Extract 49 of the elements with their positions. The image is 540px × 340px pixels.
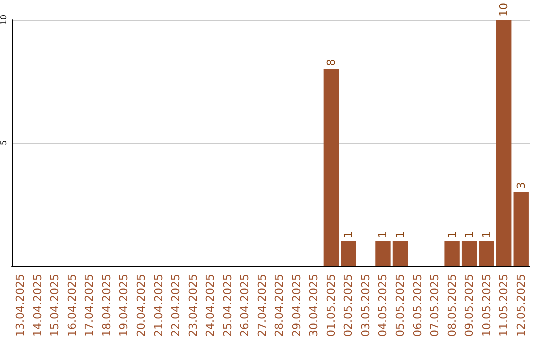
x-tick-label: 26.04.2025	[238, 274, 252, 338]
x-tick-label: 13.04.2025	[14, 274, 28, 338]
bar	[514, 192, 529, 266]
x-tick-label: 20.04.2025	[135, 274, 148, 338]
bar	[496, 20, 512, 266]
data-label: 1	[376, 231, 390, 238]
data-label: 1	[342, 231, 356, 238]
x-tick-label: 16.04.2025	[66, 274, 79, 338]
bar	[462, 241, 478, 266]
x-tick-label: 11.05.2025	[498, 274, 511, 338]
x-tick-label: 21.04.2025	[152, 274, 166, 338]
data-label: 10	[498, 3, 511, 17]
data-label: 1	[446, 231, 459, 238]
data-label: 8	[324, 59, 338, 66]
x-tick-label: 22.04.2025	[170, 274, 183, 338]
bar	[444, 241, 460, 266]
x-tick-label: 27.04.2025	[256, 274, 269, 338]
x-tick-label: 15.04.2025	[48, 274, 62, 338]
x-tick-label: 24.04.2025	[204, 274, 218, 338]
data-label: 3	[514, 182, 528, 190]
x-tick-label: 19.04.2025	[118, 274, 131, 338]
x-tick-label: 09.05.2025	[463, 274, 476, 338]
data-label: 1	[480, 231, 494, 238]
bar	[341, 241, 356, 266]
x-tick-label: 01.05.2025	[324, 274, 338, 338]
x-tick-label: 07.05.2025	[428, 274, 442, 338]
x-tick-label: 08.05.2025	[446, 274, 459, 338]
data-label: 1	[394, 231, 407, 238]
bar	[324, 69, 340, 266]
bar	[376, 241, 391, 266]
x-tick-label: 28.04.2025	[273, 274, 286, 338]
y-tick-label: 5	[0, 140, 8, 146]
x-tick-label: 03.05.2025	[359, 274, 372, 338]
x-tick-label: 02.05.2025	[342, 274, 356, 338]
bar	[479, 241, 494, 266]
x-tick-label: 30.04.2025	[308, 274, 321, 338]
x-tick-label: 17.04.2025	[83, 274, 96, 338]
x-tick-label: 05.05.2025	[394, 274, 407, 338]
x-tick-label: 10.05.2025	[480, 274, 494, 338]
x-tick-label: 23.04.2025	[186, 274, 200, 338]
x-tick-label: 04.05.2025	[376, 274, 390, 338]
x-tick-label: 25.04.2025	[221, 274, 234, 338]
x-tick-label: 12.05.2025	[514, 274, 528, 338]
bar	[392, 241, 408, 266]
x-tick-label: 14.04.2025	[31, 274, 44, 338]
x-tick-label: 29.04.2025	[290, 274, 304, 338]
data-label: 1	[463, 231, 476, 238]
x-tick-label: 18.04.2025	[100, 274, 114, 338]
x-tick-label: 06.05.2025	[411, 274, 424, 338]
